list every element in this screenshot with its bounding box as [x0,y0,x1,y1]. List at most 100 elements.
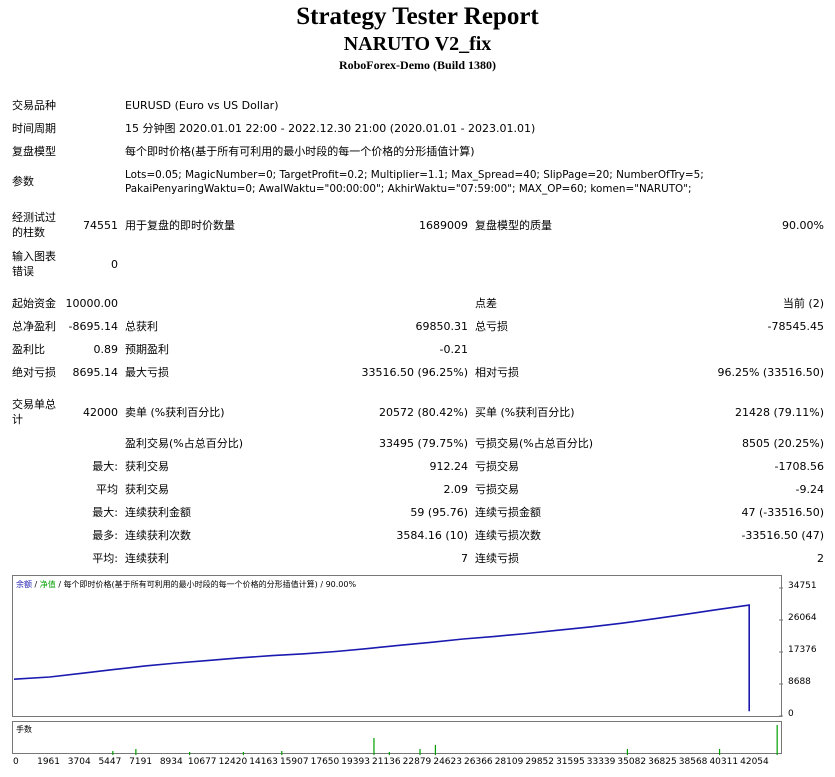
rel-dd-value: 96.25% (33516.50) [717,366,824,379]
rel-dd-label: 相对亏损 [475,366,519,379]
x-tick-label: 7191 [129,757,153,767]
balance-chart: 余额 / 净值 / 每个即时价格(基于所有可利用的最小时段的每一个价格的分形插值… [12,575,783,717]
legend-equity: 净值 [39,580,56,589]
avg-consec-losses-value: 2 [817,552,824,565]
max-consec-row: 最大: 连续获利金额 59 (95.76) 连续亏损金额 47 (-33516.… [0,506,835,526]
chart-legend: 余额 / 净值 / 每个即时价格(基于所有可利用的最小时段的每一个价格的分形插值… [16,579,356,590]
x-tick-label: 42054 [740,757,769,767]
x-tick-label: 14163 [249,757,278,767]
symbol-label: 交易品种 [12,99,56,112]
model-label: 复盘模型 [12,145,56,158]
x-tick-label: 38568 [678,757,708,767]
max-prefix: 最大: [92,506,118,519]
largest-loss-label: 亏损交易 [475,460,519,473]
gross-loss-label: 总亏损 [475,320,508,333]
model-value: 每个即时价格(基于所有可利用的最小时段的每一个价格的分形插值计算) [125,145,475,158]
most-prefix: 最多: [92,529,118,542]
bars-label-1: 经测试过 [12,211,56,224]
ticks-value: 1689009 [419,219,468,232]
largest-profit-value: 912.24 [429,460,469,473]
trades-label-2: 计 [12,413,23,426]
max-dd-label: 最大亏损 [125,366,169,379]
x-tick-label: 5447 [98,757,122,767]
loss-trades-value: 8505 (20.25%) [741,437,824,450]
trades-row: 交易单总 计 42000 卖单 (%获利百分比) 20572 (80.42%) … [0,398,835,428]
period-value: 15 分钟图 2020.01.01 22:00 - 2022.12.30 21:… [125,122,536,135]
avg-consec-wins-label: 连续获利 [125,552,169,565]
drawdown-row: 绝对亏损 8695.14 最大亏损 33516.50 (96.25%) 相对亏损… [0,366,835,386]
y-tick-label: 34751 [788,581,817,591]
x-tick-label: 35082 [617,757,647,767]
x-tick-label: 40311 [709,757,739,767]
x-tick-label: 29852 [525,757,555,767]
params-line-1: Lots=0.05; MagicNumber=0; TargetProfit=0… [125,169,704,181]
avg-prefix-2: 平均: [92,552,118,565]
x-tick-label: 17650 [310,757,340,767]
x-tick-label: 31595 [556,757,585,767]
max-consec-losses-value: 47 (-33516.50) [741,506,824,519]
deposit-row: 起始资金 10000.00 点差 当前 (2) [0,297,835,317]
payoff-value: -0.21 [439,343,468,356]
legend-separator: / [32,580,40,589]
pf-row: 盈利比 0.89 预期盈利 -0.21 [0,343,835,363]
errors-row: 输入图表 错误 0 [0,250,835,280]
largest-loss-value: -1708.56 [774,460,824,473]
short-value: 20572 (80.42%) [378,406,468,419]
balance-chart-svg [13,587,783,717]
x-tick-label: 15907 [279,757,309,767]
bars-label-2: 的柱数 [12,226,45,239]
trades-value: 42000 [83,406,118,419]
x-tick-label: 8934 [159,757,183,767]
x-tick-label: 33339 [586,757,616,767]
avg-profit-value: 2.09 [443,483,469,496]
x-tick-label: 12420 [218,757,248,767]
x-axis-labels: 0 1961 3704 5447 7191 8934 10677 12420 14163 1590… [0,757,835,771]
period-row: 时间周期 15 分钟图 2020.01.01 22:00 - 2022.12.3… [0,122,835,142]
errors-label-1: 输入图表 [12,250,56,263]
abs-dd-label: 绝对亏损 [12,366,56,379]
avg-loss-label: 亏损交易 [475,483,519,496]
max-consec-wins-label: 连续获利金额 [125,506,191,519]
max-consec-loss-label: 连续亏损次数 [475,529,541,542]
server-name: RoboForex-Demo (Build 1380) [338,58,497,72]
net-row: 总净盈利 -8695.14 总获利 69850.31 总亏损 -78545.45 [0,320,835,340]
params-label: 参数 [12,175,34,188]
avg-consec-losses-label: 连续亏损 [475,552,519,565]
max-consec-wins-value: 59 (95.76) [410,506,468,519]
short-label: 卖单 (%获利百分比) [125,406,225,419]
deposit-label: 起始资金 [12,297,56,310]
errors-label-2: 错误 [12,265,34,278]
average-prefix: 平均 [96,483,118,496]
largest-prefix: 最大: [92,460,118,473]
x-tick-label: 36825 [648,757,677,767]
y-tick-label: 26064 [788,612,817,623]
spread-value: 当前 (2) [782,297,824,310]
balance-line [13,604,750,712]
model-row: 复盘模型 每个即时价格(基于所有可利用的最小时段的每一个价格的分形插值计算) [0,145,835,165]
loss-trades-label: 亏损交易(%占总百分比) [475,437,594,450]
legend-description: / 每个即时价格(基于所有可利用的最小时段的每一个价格的分形插值计算) / 90… [55,580,357,589]
period-label: 时间周期 [12,122,56,135]
long-value: 21428 (79.11%) [734,406,824,419]
max-consec-losses-label: 连续亏损金额 [475,506,541,519]
y-tick-label: 17376 [788,644,817,655]
profit-trades-label: 盈利交易(%占总百分比) [125,437,244,450]
x-tick-label: 22879 [402,757,432,767]
x-tick-label: 10677 [187,757,217,767]
profit-trades-value: 33495 (79.75%) [378,437,468,450]
max-consec-profit-value: 3584.16 (10) [396,529,468,542]
x-tick-label: 24623 [433,757,462,767]
quality-value: 90.00% [782,219,824,232]
quality-label: 复盘模型的质量 [475,219,552,232]
most-consec-row: 最多: 连续获利次数 3584.16 (10) 连续亏损次数 -33516.50… [0,529,835,549]
volume-label: 手数 [16,725,32,734]
gross-loss-value: -78545.45 [767,320,824,333]
x-tick-label: 3704 [67,757,91,767]
avg-consec-wins-value: 7 [461,552,468,565]
avg-profit-label: 获利交易 [125,483,169,496]
errors-value: 0 [111,258,118,271]
params-line-2: PakaiPenyaringWaktu=0; AwalWaktu="00:00:… [125,183,692,195]
largest-profit-label: 获利交易 [125,460,169,473]
x-tick-label: 28109 [494,757,524,767]
volume-panel: 手数 [12,721,782,755]
